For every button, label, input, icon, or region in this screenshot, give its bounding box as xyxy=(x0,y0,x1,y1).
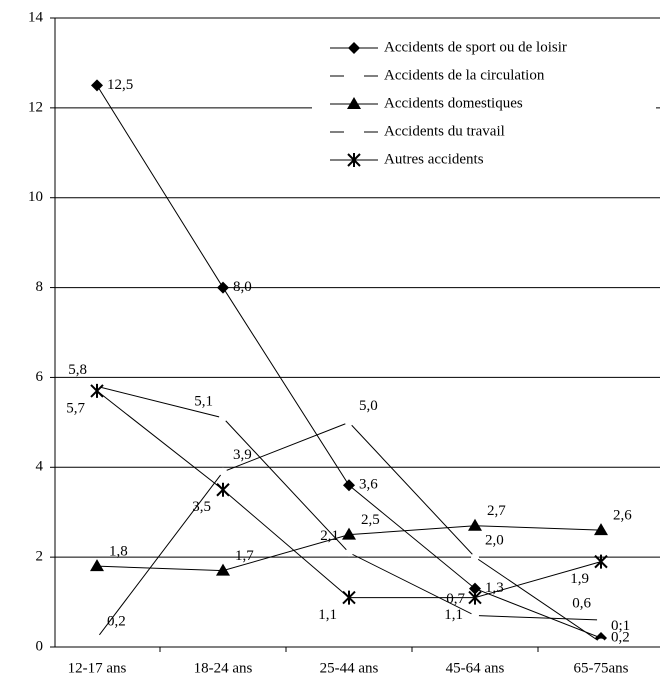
data-point xyxy=(90,559,104,572)
x-tick-label: 25-44 ans xyxy=(320,660,379,676)
data-label: 5,1 xyxy=(194,393,213,409)
data-label: 0,2 xyxy=(107,613,126,629)
data-label: 5,8 xyxy=(68,362,87,378)
y-tick-label: 4 xyxy=(36,459,44,475)
data-label: 5,7 xyxy=(66,400,85,416)
data-label: 0,2 xyxy=(611,629,630,645)
data-label: 12,5 xyxy=(107,77,133,93)
data-label: 0,6 xyxy=(572,595,591,611)
x-tick-label: 45-64 ans xyxy=(446,660,505,676)
data-point xyxy=(597,638,605,647)
legend-label: Accidents de sport ou de loisir xyxy=(384,39,567,55)
x-tick-label: 65-75ans xyxy=(574,660,629,676)
legend-gap xyxy=(344,73,364,79)
data-point xyxy=(93,634,101,643)
data-label: 1,3 xyxy=(485,580,504,596)
data-point xyxy=(343,479,355,492)
data-point xyxy=(468,518,482,531)
data-label: 5,0 xyxy=(359,398,378,414)
data-point xyxy=(219,467,227,476)
y-tick-label: 2 xyxy=(36,549,44,565)
legend-label: Autres accidents xyxy=(384,151,484,167)
legend-label: Accidents domestiques xyxy=(384,95,523,111)
legend-label: Accidents de la circulation xyxy=(384,67,545,83)
data-label: 2,5 xyxy=(361,512,380,528)
data-point xyxy=(216,563,230,576)
data-label: 8,0 xyxy=(233,279,252,295)
data-point xyxy=(468,590,482,605)
data-label: 3,9 xyxy=(233,447,252,463)
data-point xyxy=(216,482,230,497)
data-point xyxy=(90,383,104,398)
data-point xyxy=(345,418,353,427)
data-point xyxy=(469,582,481,595)
data-point xyxy=(594,523,608,536)
data-label: 0;1 xyxy=(611,618,630,634)
y-tick-label: 8 xyxy=(36,279,44,295)
data-label: 1,9 xyxy=(570,571,589,587)
data-label: 1,7 xyxy=(235,548,254,564)
data-label: 2,7 xyxy=(487,503,506,519)
data-point xyxy=(471,611,479,620)
legend-gap xyxy=(344,129,364,135)
legend-marker xyxy=(347,153,361,167)
data-point xyxy=(342,590,356,605)
legend-marker xyxy=(348,42,360,54)
data-point xyxy=(91,79,103,92)
legend-box xyxy=(312,32,656,182)
y-tick-label: 14 xyxy=(28,9,44,25)
data-point xyxy=(342,527,356,540)
data-label: 1,1 xyxy=(318,607,337,623)
data-label: 2,1 xyxy=(320,528,339,544)
data-point xyxy=(597,616,605,625)
x-tick-label: 18-24 ans xyxy=(194,660,253,676)
data-point xyxy=(219,413,227,422)
y-tick-label: 0 xyxy=(36,638,44,654)
data-label: 3,5 xyxy=(192,499,211,515)
data-point xyxy=(594,554,608,569)
data-label: 1,8 xyxy=(109,544,128,560)
legend-marker xyxy=(347,97,361,109)
data-point xyxy=(345,548,353,557)
data-label: 2,0 xyxy=(485,533,504,549)
data-label: 1,1 xyxy=(444,607,463,623)
x-tick-label: 12-17 ans xyxy=(68,660,127,676)
y-tick-label: 10 xyxy=(28,189,43,205)
y-tick-label: 12 xyxy=(28,99,43,115)
data-label: 2,6 xyxy=(613,508,632,524)
y-tick-label: 6 xyxy=(36,369,44,385)
data-point xyxy=(471,553,479,562)
data-label: 0,7 xyxy=(446,591,465,607)
data-point xyxy=(217,281,229,294)
data-label: 3,6 xyxy=(359,477,378,493)
legend-label: Accidents du travail xyxy=(384,123,505,139)
